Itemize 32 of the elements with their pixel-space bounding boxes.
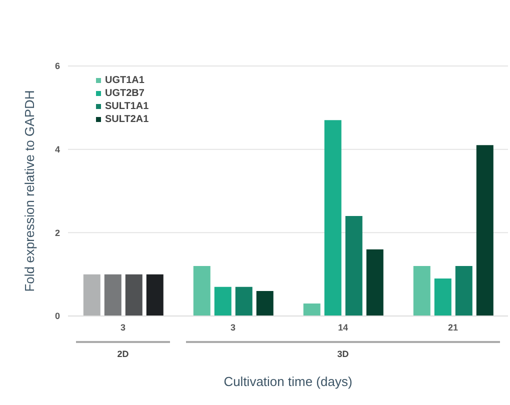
y-tick-label: 0 [54, 311, 60, 322]
bar [256, 291, 274, 316]
bar [214, 286, 232, 316]
y-tick-label: 4 [54, 144, 60, 155]
x-tick-label: 14 [338, 322, 348, 332]
y-tick-label: 2 [54, 228, 60, 238]
bar [193, 266, 210, 316]
x-tick-label: 3 [120, 322, 126, 332]
bar [146, 274, 164, 316]
bar [104, 274, 122, 316]
bar [455, 266, 472, 316]
y-axis-title: Fold expression relative to GAPDH [22, 90, 37, 292]
text: 2D [117, 349, 130, 359]
bar [125, 274, 142, 316]
text: 3D [337, 349, 350, 359]
y-tick-label: 6 [54, 61, 60, 72]
bar [345, 216, 362, 316]
bar [476, 145, 494, 316]
legend-label: UGT2B7 [105, 87, 144, 100]
bar [83, 274, 100, 316]
legend-label: UGT1A1 [105, 74, 144, 87]
bar [235, 286, 252, 316]
x-tick-label: 21 [448, 322, 458, 332]
x-tick-label: 3 [230, 322, 236, 332]
legend-label: SULT2A1 [105, 113, 149, 126]
x-axis-title: Cultivation time (days) [224, 374, 352, 389]
legend-label: SULT1A1 [105, 100, 149, 113]
bar [324, 120, 342, 316]
bar [413, 266, 430, 316]
bar [303, 304, 320, 316]
bar [366, 249, 384, 316]
bar [434, 278, 452, 316]
